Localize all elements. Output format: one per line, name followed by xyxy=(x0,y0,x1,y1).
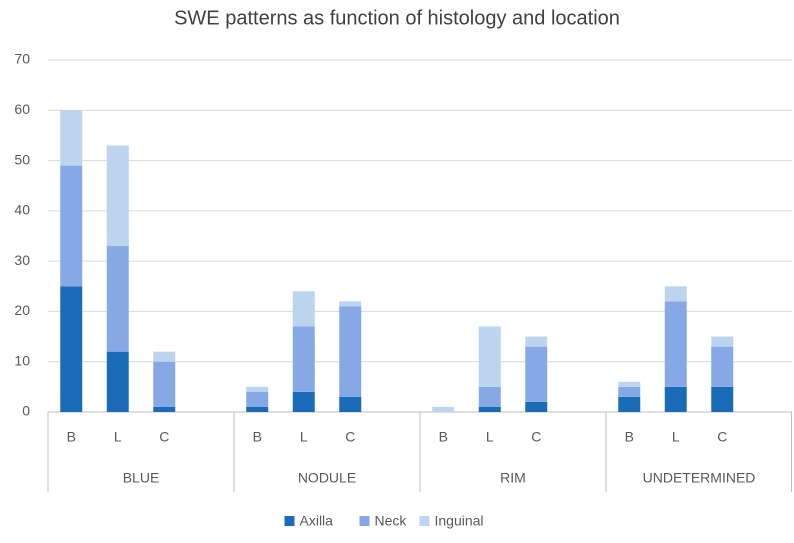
legend-label: Axilla xyxy=(300,513,334,529)
y-tick-label: 20 xyxy=(14,302,30,318)
bar-segment xyxy=(153,406,176,412)
x-tick-label: C xyxy=(159,429,169,445)
bar-segment xyxy=(292,326,315,392)
x-tick-label: L xyxy=(114,429,122,445)
y-tick-label: 70 xyxy=(14,51,30,67)
bar-segment xyxy=(618,381,641,387)
bar-segment xyxy=(153,361,176,407)
group-label: UNDETERMINED xyxy=(643,470,756,486)
group-label: RIM xyxy=(500,470,526,486)
x-tick-label: C xyxy=(717,429,727,445)
bar-segment xyxy=(664,301,687,387)
bar-segment xyxy=(106,246,129,352)
bar-segment xyxy=(664,286,687,302)
legend-swatch xyxy=(419,516,430,526)
bar-segment xyxy=(478,386,501,407)
bar-segment xyxy=(246,391,269,407)
x-tick-label: L xyxy=(486,429,494,445)
legend-swatch xyxy=(284,516,295,526)
y-tick-label: 60 xyxy=(14,101,30,117)
bar-segment xyxy=(618,396,641,412)
y-tick-label: 30 xyxy=(14,252,30,268)
bar-segment xyxy=(246,386,269,392)
bar-segment xyxy=(60,110,83,166)
x-tick-label: L xyxy=(300,429,308,445)
group-label: NODULE xyxy=(298,470,356,486)
bar-segment xyxy=(664,386,687,412)
bar-segment xyxy=(711,346,734,387)
chart-title: SWE patterns as function of histology an… xyxy=(174,7,620,29)
bar-segment xyxy=(478,406,501,412)
bar-segment xyxy=(339,306,362,397)
bar-segment xyxy=(339,301,362,307)
bar-segment xyxy=(525,346,548,402)
legend-swatch xyxy=(359,516,370,526)
x-tick-label: B xyxy=(253,429,262,445)
y-tick-label: 0 xyxy=(22,403,30,419)
bar-segment xyxy=(246,406,269,412)
bar-segment xyxy=(525,401,548,412)
bar-segment xyxy=(106,145,129,247)
x-tick-label: C xyxy=(345,429,355,445)
x-tick-label: C xyxy=(531,429,541,445)
legend-label: Inguinal xyxy=(435,513,484,529)
x-tick-label: B xyxy=(625,429,634,445)
bar-segment xyxy=(292,391,315,412)
bar-segment xyxy=(618,386,641,397)
bar-segment xyxy=(478,326,501,387)
bar-segment xyxy=(60,165,83,287)
bar-segment xyxy=(432,406,455,412)
group-label: BLUE xyxy=(123,470,160,486)
y-tick-label: 50 xyxy=(14,151,30,167)
y-tick-label: 10 xyxy=(14,352,30,368)
bar-segment xyxy=(60,286,83,412)
x-tick-label: L xyxy=(672,429,680,445)
bar-segment xyxy=(339,396,362,412)
x-tick-label: B xyxy=(439,429,448,445)
legend-label: Neck xyxy=(375,513,408,529)
x-tick-label: B xyxy=(67,429,76,445)
bar-segment xyxy=(711,386,734,412)
bar-segment xyxy=(153,351,176,362)
bar-segment xyxy=(106,351,129,412)
bar-segment xyxy=(711,336,734,347)
bar-segment xyxy=(525,336,548,347)
y-tick-label: 40 xyxy=(14,202,30,218)
bar-segment xyxy=(292,291,315,327)
